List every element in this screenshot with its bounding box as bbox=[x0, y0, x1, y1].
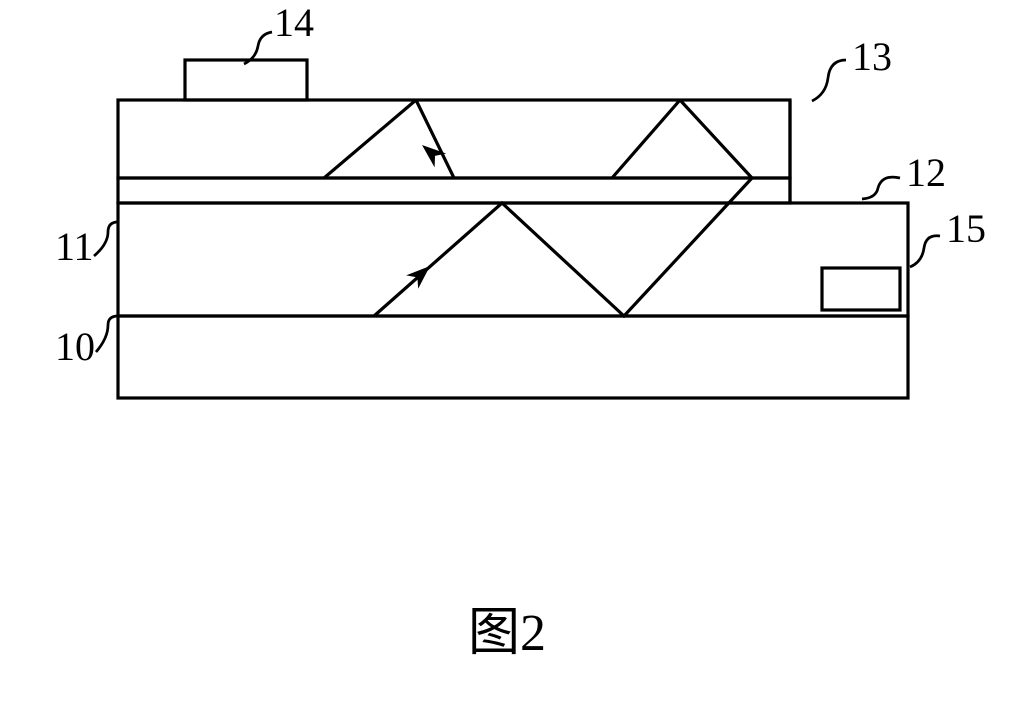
electrode-14 bbox=[185, 60, 307, 100]
ray-upper-seg-0 bbox=[324, 100, 416, 178]
ray-upper-arrow-icon bbox=[416, 138, 446, 167]
leader-13 bbox=[812, 60, 846, 101]
layers-group bbox=[118, 100, 908, 398]
leaders-group bbox=[94, 32, 940, 352]
label-11: 11 bbox=[55, 224, 94, 269]
leader-12 bbox=[862, 177, 900, 199]
substrate-layer bbox=[118, 316, 908, 398]
diagram-svg: 10 11 12 13 14 15 bbox=[0, 0, 1014, 520]
layer-11 bbox=[118, 203, 908, 316]
label-13: 13 bbox=[852, 34, 892, 79]
leader-15 bbox=[910, 236, 940, 267]
label-14: 14 bbox=[274, 0, 314, 45]
electrode-15 bbox=[822, 268, 900, 310]
ray-upper-seg-1 bbox=[416, 100, 454, 178]
layer-12 bbox=[118, 178, 790, 203]
electrodes-group bbox=[185, 60, 900, 310]
ray-upper-seg-3 bbox=[680, 100, 752, 178]
rays-group bbox=[324, 100, 752, 316]
ray-lower bbox=[374, 178, 752, 316]
label-10: 10 bbox=[55, 324, 95, 369]
label-12: 12 bbox=[906, 150, 946, 195]
leader-11 bbox=[94, 222, 118, 256]
labels-group: 10 11 12 13 14 15 bbox=[55, 0, 986, 369]
label-15: 15 bbox=[946, 206, 986, 251]
figure-caption: 图2 bbox=[0, 590, 1014, 665]
leader-10 bbox=[96, 316, 118, 352]
ray-upper-seg-2 bbox=[612, 100, 680, 178]
